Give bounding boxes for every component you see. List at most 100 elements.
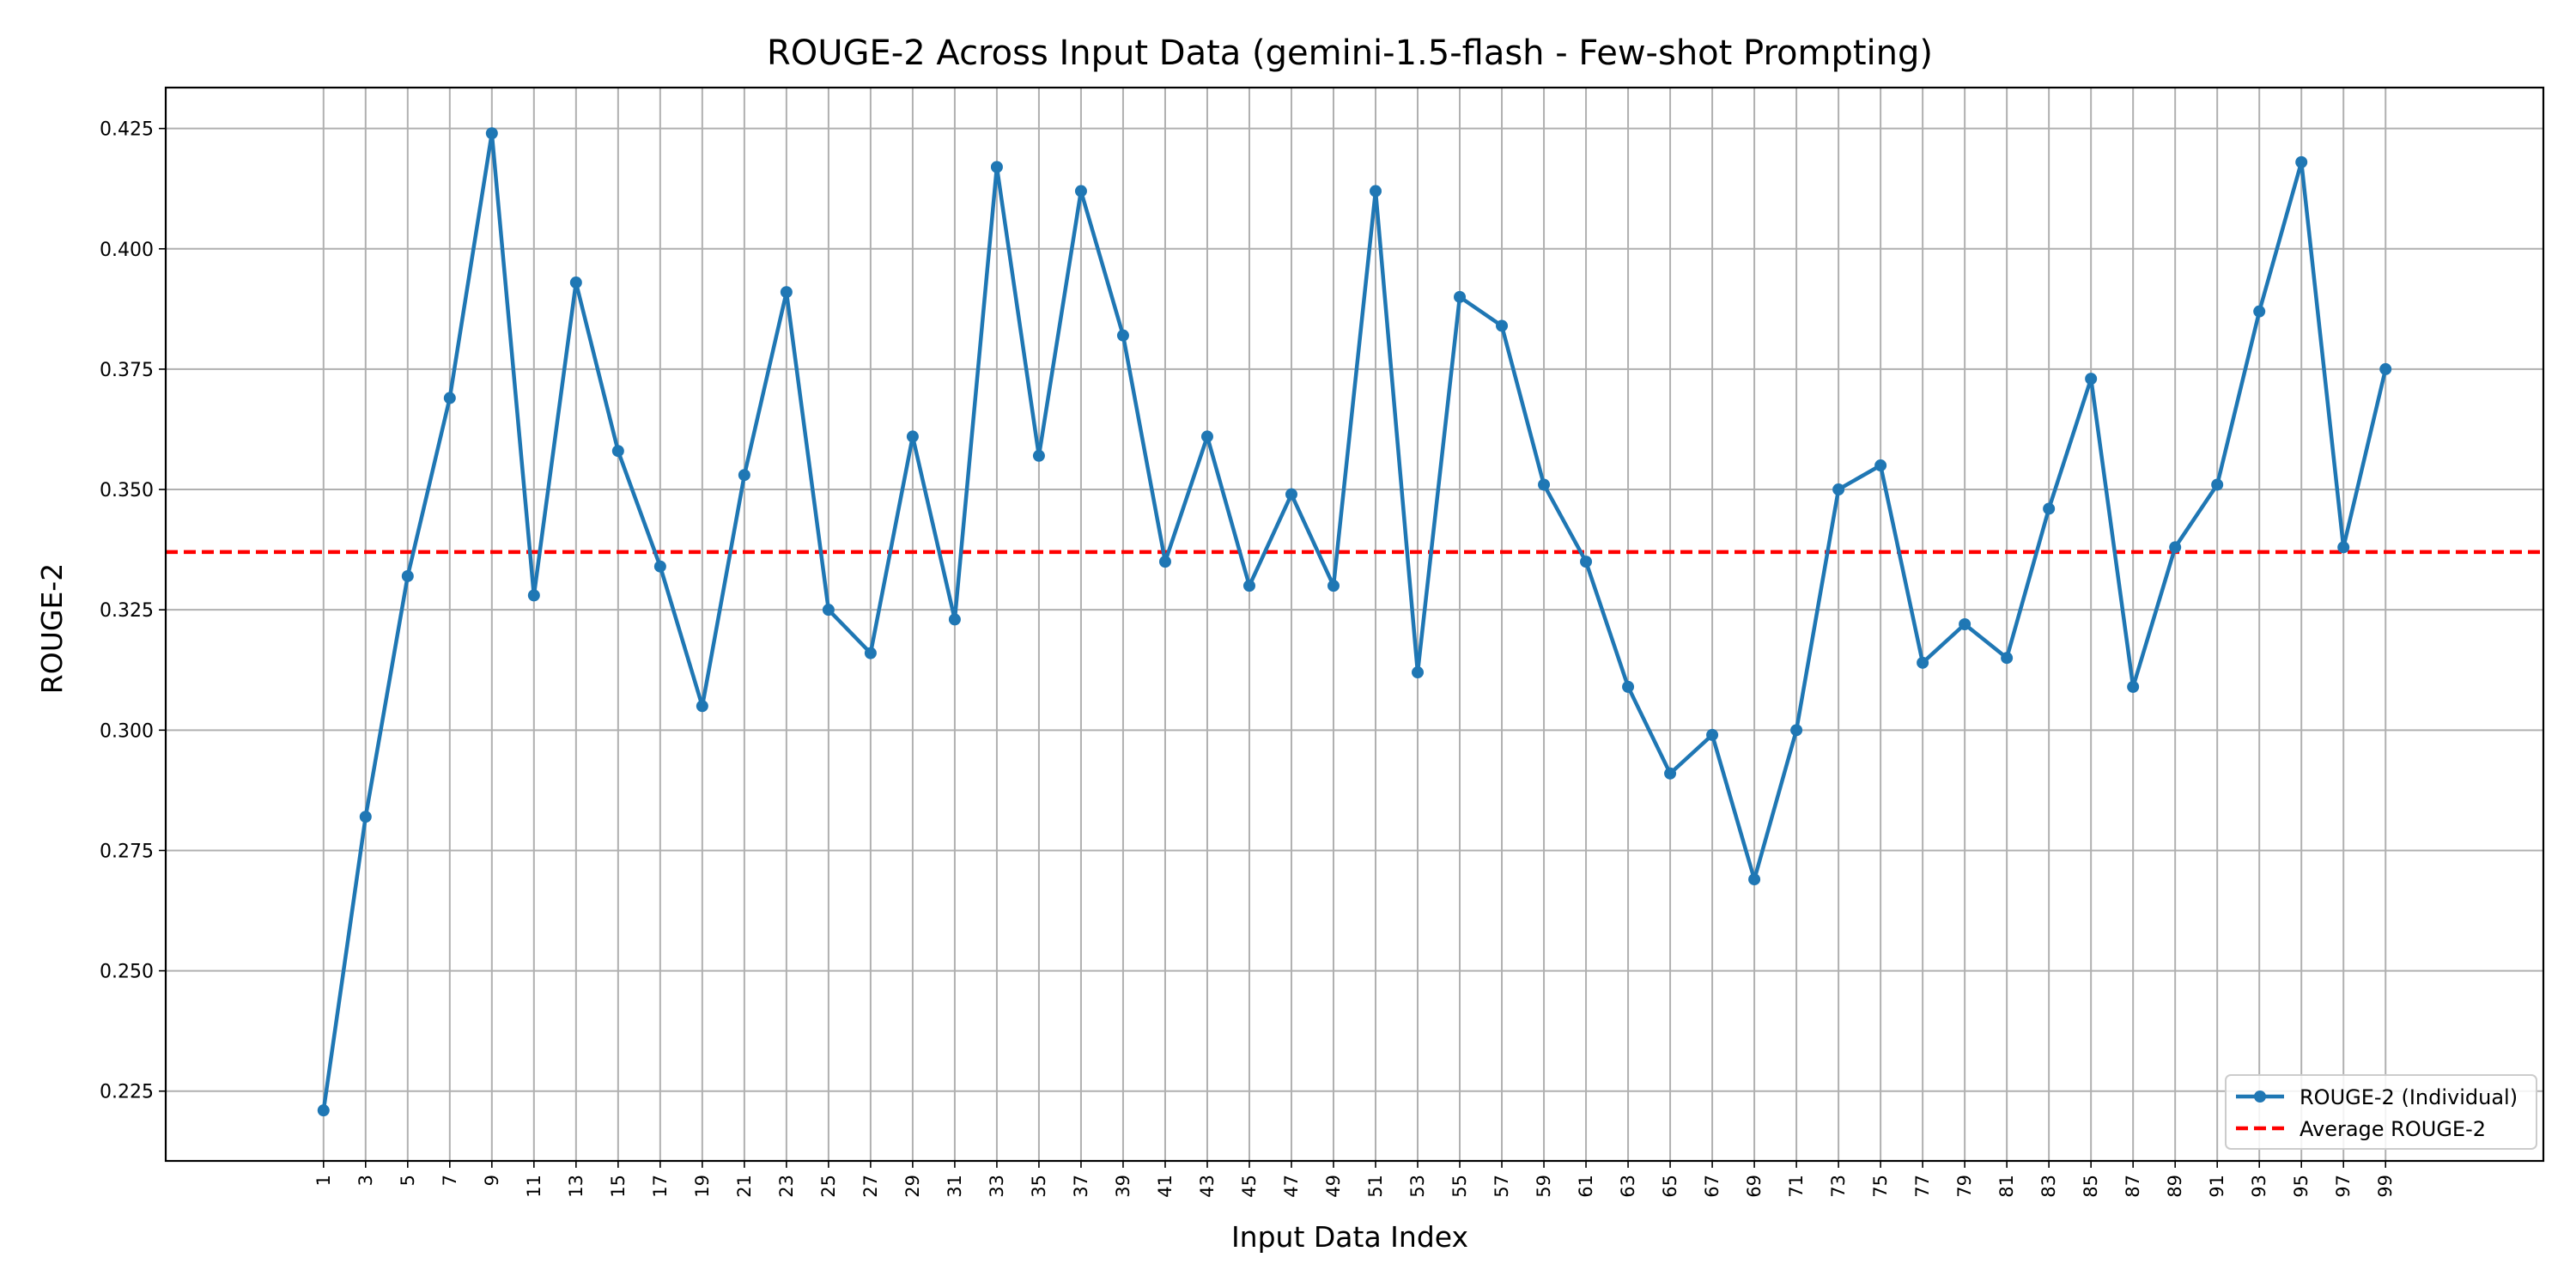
x-tick-label: 77 (1912, 1175, 1933, 1198)
x-tick-label: 89 (2165, 1175, 2185, 1198)
x-tick-label: 23 (776, 1175, 797, 1198)
x-tick-label: 17 (650, 1175, 671, 1198)
data-point (990, 161, 1003, 173)
data-point (2169, 541, 2182, 554)
data-point (1538, 478, 1551, 491)
data-point (2211, 478, 2224, 491)
x-tick-label: 39 (1113, 1175, 1133, 1198)
data-point (2001, 652, 2014, 665)
data-point (1158, 556, 1171, 568)
data-point (1032, 449, 1045, 462)
x-tick-label: 85 (2081, 1175, 2101, 1198)
data-point (317, 1104, 330, 1117)
data-point (1412, 666, 1425, 679)
x-tick-label: 65 (1660, 1175, 1680, 1198)
x-tick-label: 15 (608, 1175, 629, 1198)
data-point (401, 569, 414, 582)
data-point (443, 392, 456, 404)
y-tick-label: 0.400 (100, 240, 154, 261)
x-tick-label: 61 (1576, 1175, 1596, 1198)
y-tick-label: 0.350 (100, 480, 154, 501)
series-layer (317, 127, 2392, 1117)
x-tick-label: 81 (1996, 1175, 2017, 1198)
y-tick-label: 0.375 (100, 360, 154, 381)
data-point (1874, 459, 1887, 472)
x-tick-label: 19 (692, 1175, 713, 1198)
x-tick-label: 63 (1618, 1175, 1638, 1198)
axis-ticks: 1 3 5 7 9 11 13 15 17 19 21 23 25 27 29 31 33 35 37 39 41 43 4… (100, 119, 2396, 1198)
x-tick-label: 79 (1954, 1175, 1975, 1198)
x-tick-label: 57 (1492, 1175, 1512, 1198)
x-tick-label: 83 (2038, 1175, 2059, 1198)
x-tick-label: 21 (734, 1175, 755, 1198)
x-tick-label: 37 (1071, 1175, 1091, 1198)
data-point (1370, 185, 1382, 197)
data-point (2337, 541, 2350, 554)
data-point (2085, 373, 2098, 386)
data-point (1580, 556, 1593, 568)
x-tick-label: 3 (355, 1175, 376, 1186)
legend-box (2225, 1074, 2537, 1150)
x-tick-label: 27 (860, 1175, 881, 1198)
x-tick-label: 9 (482, 1175, 502, 1186)
chart-title: ROUGE-2 Across Input Data (gemini-1.5-fl… (767, 33, 1933, 73)
x-tick-label: 25 (818, 1175, 839, 1198)
data-point (738, 469, 750, 482)
x-tick-label: 97 (2333, 1175, 2354, 1198)
data-point (864, 647, 877, 659)
x-tick-label: 95 (2291, 1175, 2312, 1198)
x-tick-label: 49 (1323, 1175, 1344, 1198)
data-point (1832, 483, 1845, 496)
grid-lines (166, 88, 2543, 1161)
x-tick-label: 29 (902, 1175, 923, 1198)
plot-frame (164, 86, 2545, 1163)
data-point (1454, 290, 1467, 303)
data-point (611, 445, 624, 458)
data-point (1959, 618, 1971, 630)
data-point (2379, 362, 2392, 375)
data-point (2127, 680, 2140, 693)
x-tick-label: 99 (2375, 1175, 2396, 1198)
y-tick-label: 0.425 (100, 119, 154, 141)
x-tick-label: 75 (1870, 1175, 1891, 1198)
data-point (653, 560, 666, 573)
data-point (359, 811, 372, 823)
x-tick-label: 91 (2207, 1175, 2227, 1198)
x-tick-label: 13 (566, 1175, 586, 1198)
data-point (1285, 488, 1297, 501)
data-point (822, 604, 835, 617)
x-tick-label: 59 (1534, 1175, 1554, 1198)
data-point (780, 286, 793, 299)
x-tick-label: 51 (1365, 1175, 1386, 1198)
data-point (696, 700, 708, 713)
y-tick-label: 0.325 (100, 600, 154, 622)
x-tick-label: 53 (1407, 1175, 1428, 1198)
data-point (2043, 502, 2056, 515)
x-tick-label: 35 (1029, 1175, 1049, 1198)
x-axis-title: Input Data Index (1231, 1220, 1468, 1254)
x-tick-label: 33 (987, 1175, 1007, 1198)
y-tick-label: 0.275 (100, 841, 154, 862)
y-tick-label: 0.225 (100, 1082, 154, 1103)
data-point (906, 430, 919, 443)
data-point (1327, 580, 1340, 592)
y-axis-title: ROUGE-2 (35, 563, 69, 694)
data-point (1242, 580, 1255, 592)
data-point (1622, 680, 1635, 693)
y-tick-label: 0.250 (100, 962, 154, 983)
data-point (1200, 430, 1213, 443)
data-point (1664, 767, 1677, 780)
x-tick-label: 55 (1449, 1175, 1470, 1198)
x-tick-label: 93 (2249, 1175, 2269, 1198)
data-point (1748, 873, 1761, 886)
series-line-individual (321, 131, 2388, 1111)
x-tick-label: 1 (313, 1175, 334, 1186)
x-tick-label: 71 (1786, 1175, 1807, 1198)
data-point (1074, 185, 1087, 197)
data-point (1496, 319, 1509, 332)
x-tick-label: 41 (1155, 1175, 1176, 1198)
x-tick-label: 43 (1197, 1175, 1218, 1198)
legend-label-individual: ROUGE-2 (Individual) (2300, 1085, 2518, 1109)
data-point (2253, 305, 2266, 318)
